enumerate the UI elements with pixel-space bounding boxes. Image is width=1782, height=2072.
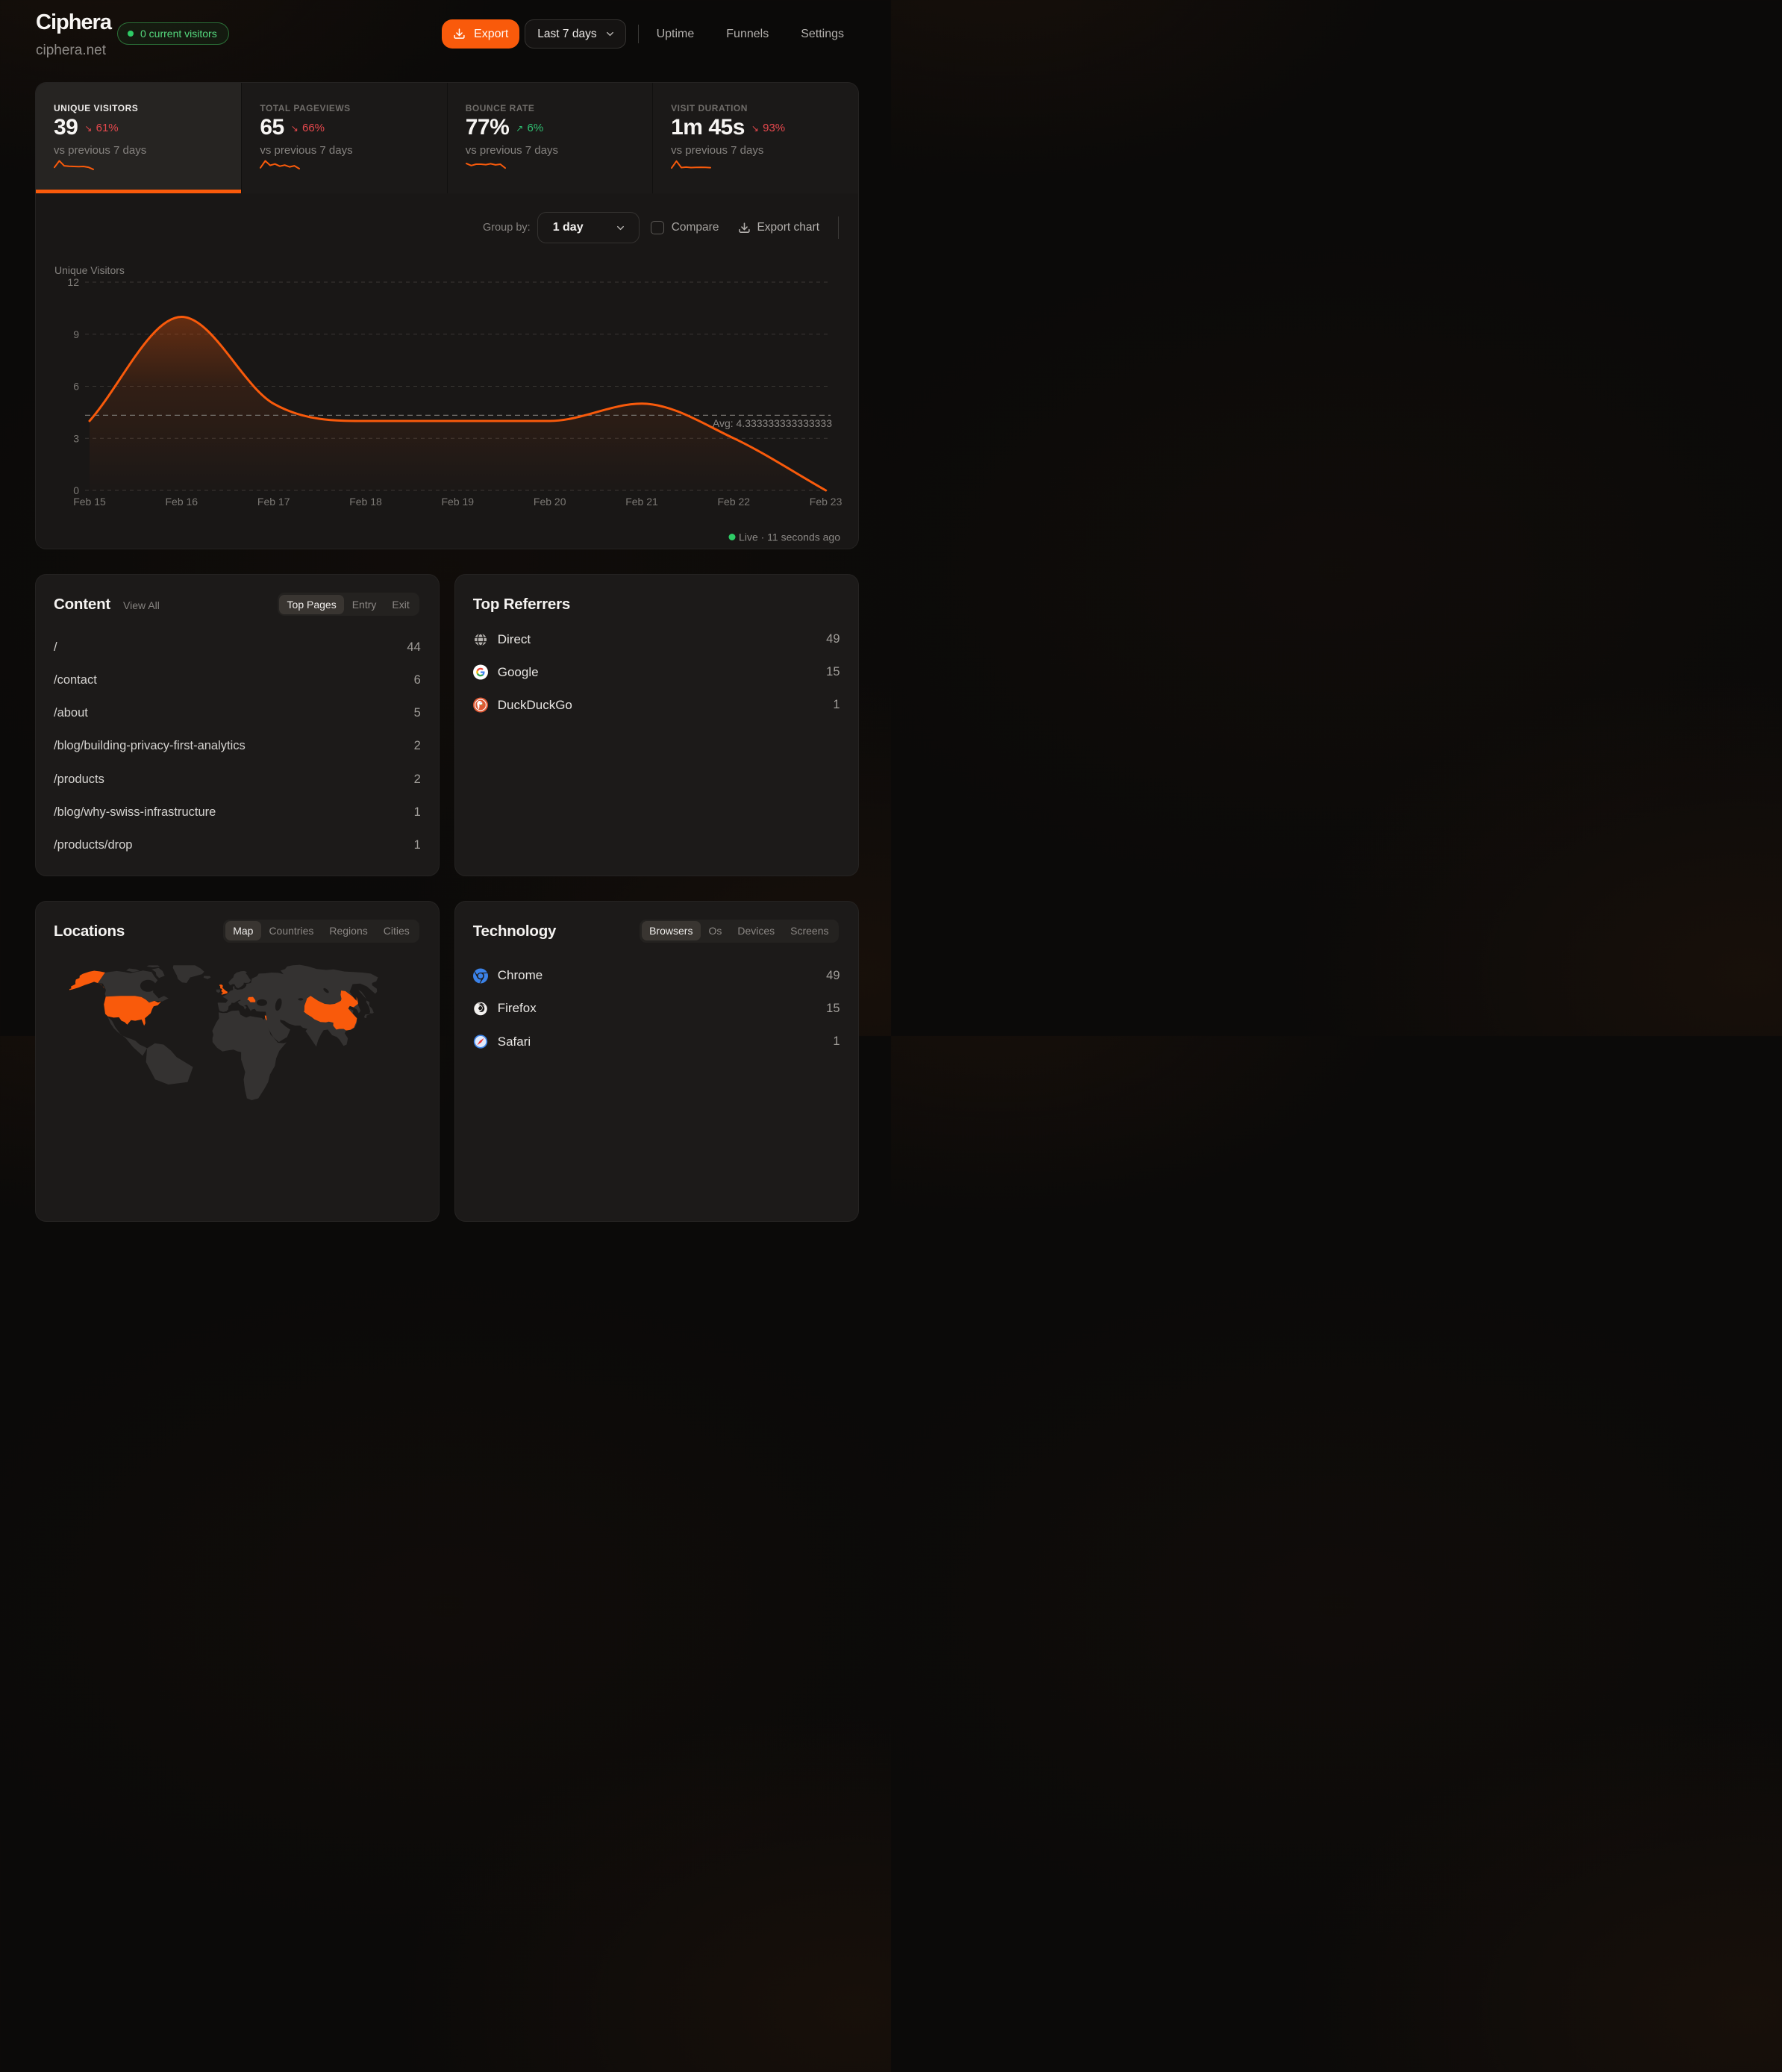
svg-text:3: 3	[73, 432, 79, 444]
svg-text:6: 6	[73, 381, 79, 393]
svg-text:Avg: 4.333333333333333: Avg: 4.333333333333333	[713, 417, 832, 429]
svg-text:Unique Visitors: Unique Visitors	[54, 264, 125, 276]
svg-text:Live · 11 seconds ago: Live · 11 seconds ago	[739, 531, 840, 543]
svg-text:Feb 21: Feb 21	[625, 496, 658, 508]
svg-text:Feb 15: Feb 15	[73, 496, 106, 508]
svg-text:Feb 23: Feb 23	[810, 496, 842, 508]
svg-text:Feb 17: Feb 17	[257, 496, 290, 508]
svg-text:0: 0	[73, 484, 79, 496]
svg-text:9: 9	[73, 328, 79, 340]
svg-text:Feb 22: Feb 22	[718, 496, 751, 508]
svg-text:12: 12	[67, 276, 79, 288]
svg-text:Feb 19: Feb 19	[442, 496, 475, 508]
svg-text:Feb 18: Feb 18	[349, 496, 382, 508]
svg-text:Feb 16: Feb 16	[166, 496, 198, 508]
svg-text:Feb 20: Feb 20	[534, 496, 566, 508]
